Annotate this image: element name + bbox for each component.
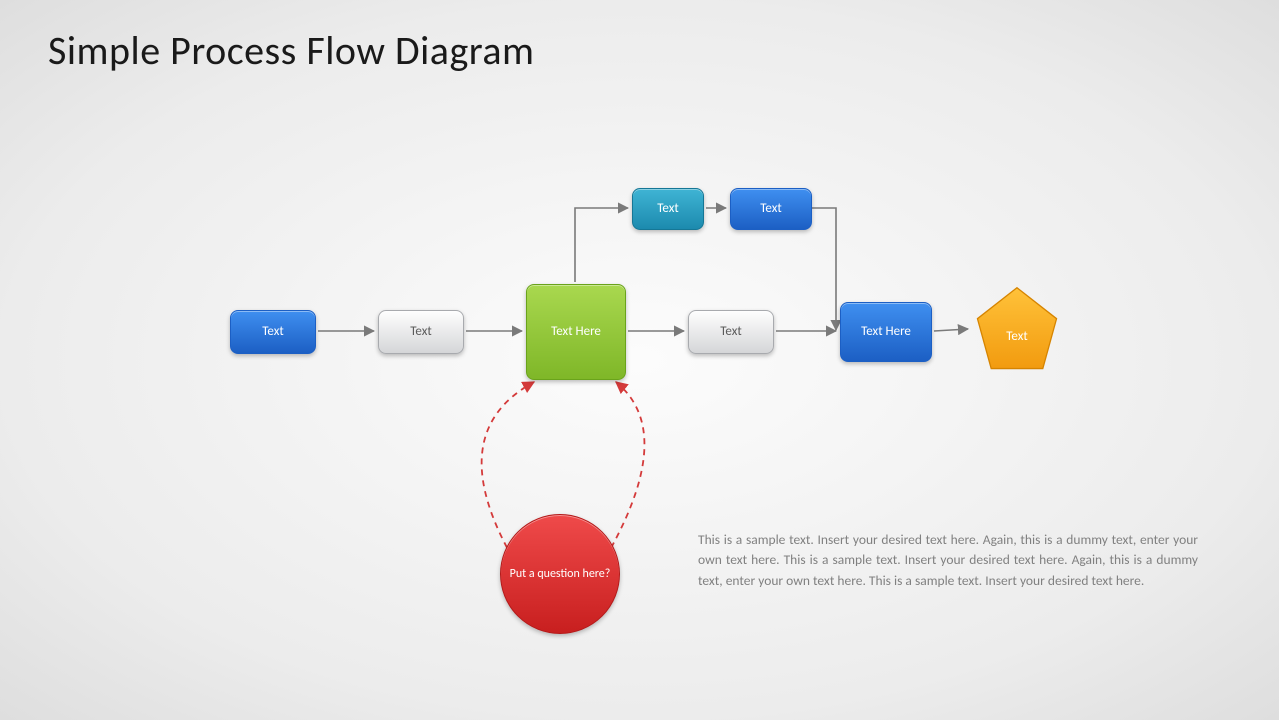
flow-node-q1: Put a question here? [500,514,620,634]
flow-node-n1: Text [230,310,316,354]
flow-node-label: Text [756,199,785,219]
flow-node-label: Text [1002,327,1031,347]
description-text: This is a sample text. Insert your desir… [698,530,1198,591]
flow-node-t1: Text [632,188,704,230]
flow-node-n5: Text Here [840,302,932,362]
flow-node-label: Text [406,322,435,342]
slide: Simple Process Flow Diagram Text Text Text… [0,0,1279,720]
flow-node-n2: Text [378,310,464,354]
flow-node-label: Text Here [857,322,915,342]
flow-node-label: Text [716,322,745,342]
flow-node-label: Text [653,199,682,219]
flow-node-n6: Text [972,286,1062,372]
flow-node-n4: Text [688,310,774,354]
flow-node-n3: Text Here [526,284,626,380]
connectors-layer [0,0,1279,720]
flow-node-label: Put a question here? [506,565,615,584]
flow-node-t2: Text [730,188,812,230]
flow-node-label: Text Here [547,322,605,342]
slide-title: Simple Process Flow Diagram [48,26,535,75]
flow-node-label: Text [258,322,287,342]
